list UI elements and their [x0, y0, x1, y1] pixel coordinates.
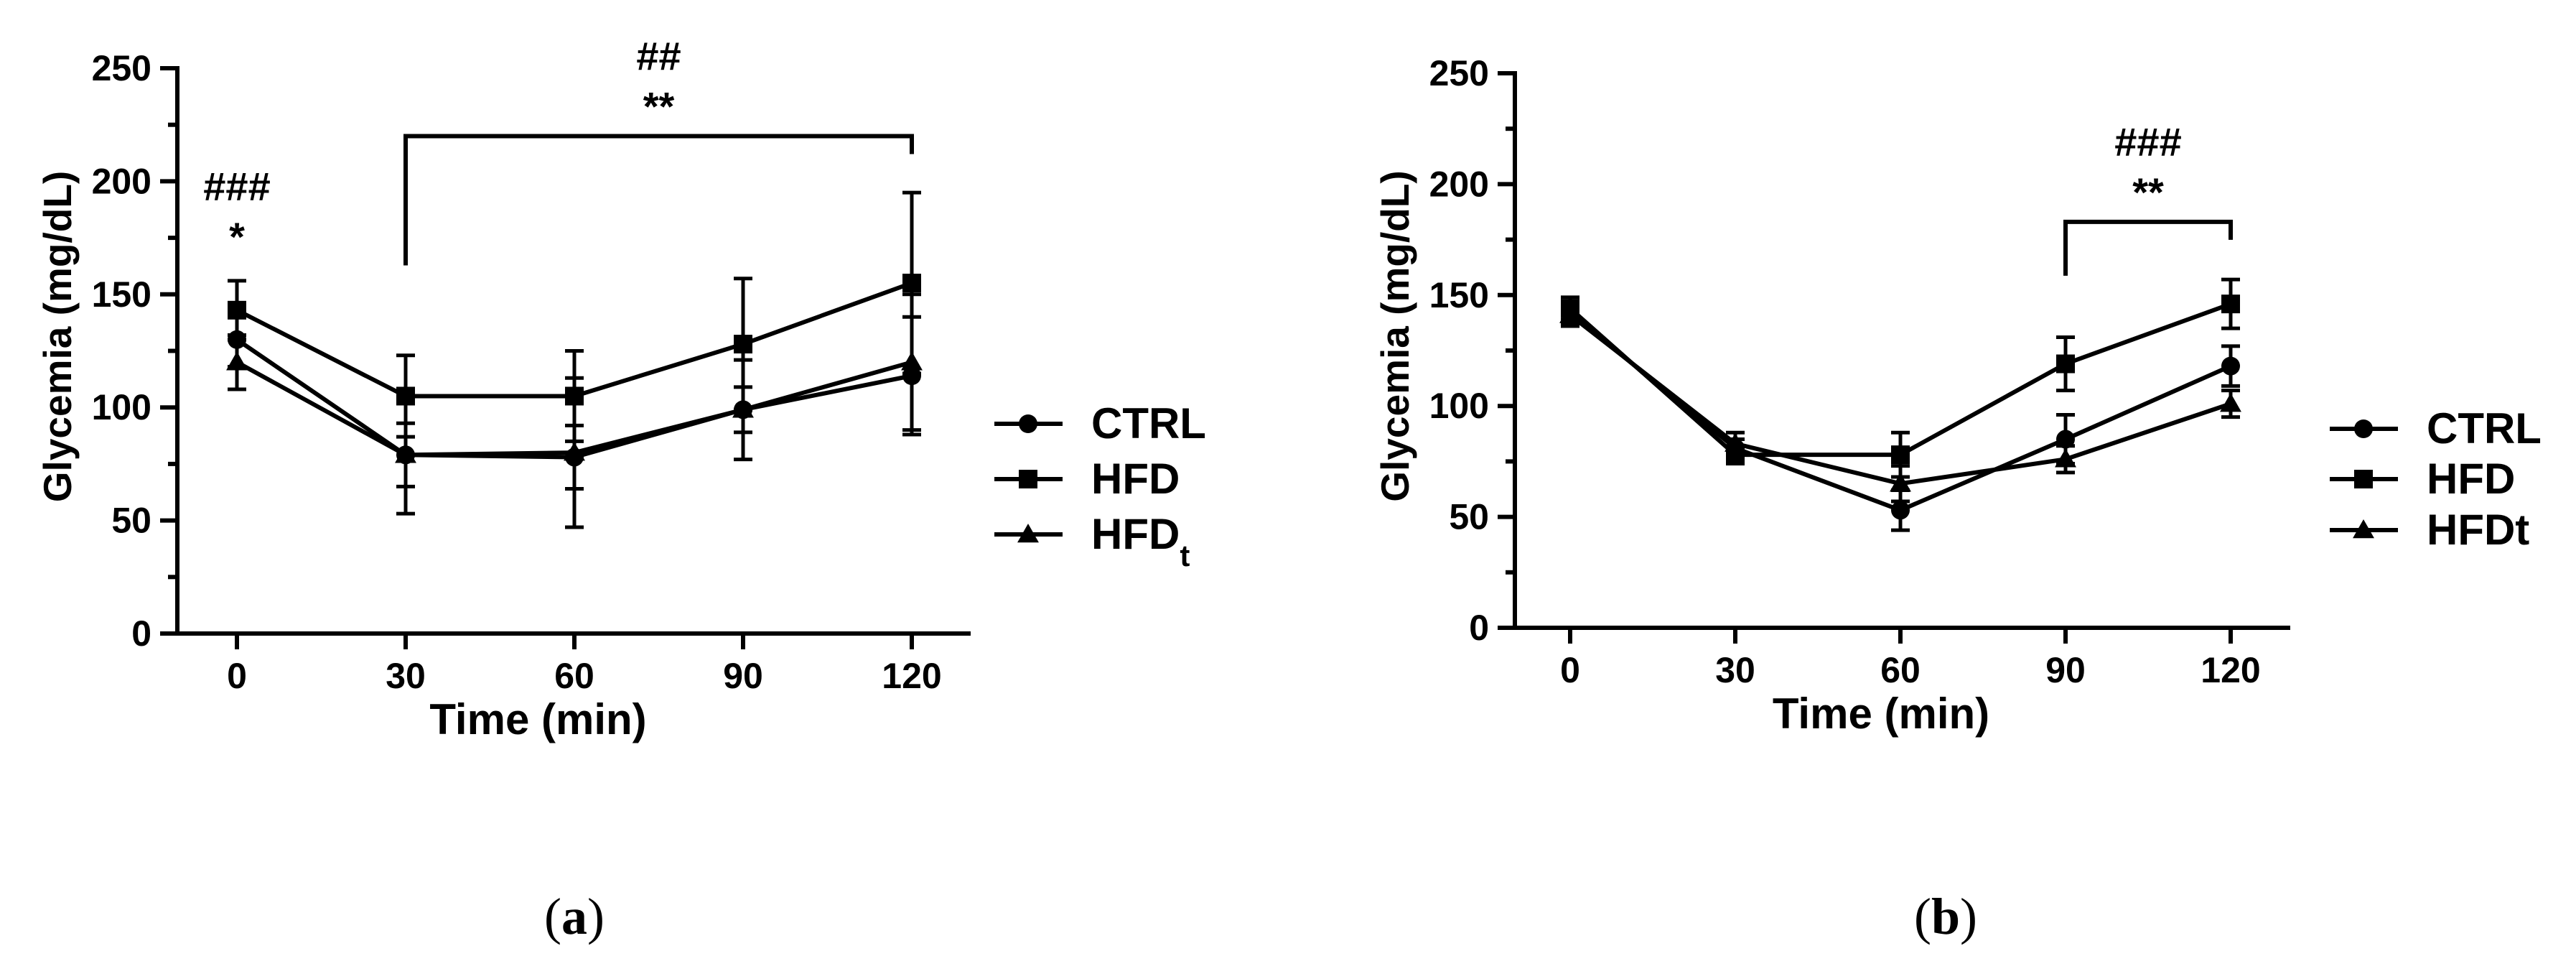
data-point-triangle	[564, 442, 585, 461]
y-tick-label: 200	[1429, 164, 1489, 204]
legend-label-ctrl: CTRL	[1091, 399, 1206, 447]
x-tick-label: 90	[2045, 650, 2086, 690]
data-point-square	[228, 300, 246, 320]
legend-label-hfdt: HFDt	[1091, 510, 1190, 572]
y-axis-label: Glycemia (mg/dL)	[35, 171, 80, 502]
x-axis-label: Time (min)	[1773, 690, 1989, 738]
data-point-triangle	[901, 351, 923, 371]
y-tick-label: 100	[1429, 386, 1489, 426]
chart-panel-a: 0 50 100 150 200 250 0 30 60 90 120 Time (min) Glyce…	[35, 33, 1206, 945]
data-point-triangle	[2220, 393, 2241, 412]
y-tick-label: 200	[92, 161, 151, 201]
legend-label-hfdt: HFDt	[2427, 506, 2529, 554]
significance-annotation: ### *	[203, 164, 270, 259]
series-hfdt	[226, 292, 923, 529]
y-tick-label: 50	[1449, 497, 1489, 537]
data-point-triangle	[1890, 473, 1911, 492]
y-tick-label: 100	[92, 387, 151, 427]
data-point-square	[2221, 294, 2240, 314]
x-tick-label: 60	[1880, 650, 1921, 690]
data-point-triangle	[226, 351, 248, 371]
series-hfd	[1561, 277, 2240, 479]
data-point-triangle	[1559, 304, 1581, 323]
significance-mark: ##	[636, 33, 681, 78]
x-tick-label: 30	[1715, 650, 1755, 690]
data-point-triangle	[2055, 448, 2076, 468]
data-point-square	[2056, 354, 2075, 374]
y-tick-label: 150	[1429, 275, 1489, 315]
data-point-triangle	[395, 444, 416, 463]
legend-label-hfd: HFD	[2427, 455, 2515, 503]
significance-mark: ###	[2114, 119, 2181, 164]
significance-mark: **	[643, 83, 675, 129]
significance-mark: **	[2132, 170, 2164, 215]
significance-mark: ###	[203, 164, 270, 209]
series-hfdt	[1559, 302, 2241, 504]
significance-bracket	[403, 134, 914, 266]
x-tick-label: 0	[1560, 650, 1580, 690]
data-point-triangle	[732, 399, 754, 418]
chart-panel-b: 0 50 100 150 200 250 0 30 60 90 120 Time (min) Glyce…	[1373, 53, 2542, 945]
x-tick-label: 90	[723, 656, 763, 696]
panel-caption: (b)	[1914, 888, 1977, 945]
legend-label-hfd: HFD	[1091, 455, 1180, 503]
y-tick-label: 250	[1429, 53, 1489, 93]
data-point-square	[734, 335, 752, 354]
x-axis-label: Time (min)	[429, 695, 646, 743]
legend-marker-circle	[2354, 419, 2373, 438]
data-point-square	[1891, 445, 1910, 465]
y-tick-label: 50	[111, 501, 151, 541]
significance-bracket	[2063, 219, 2233, 276]
legend-marker-triangle	[2353, 519, 2374, 539]
y-tick-label: 0	[1469, 608, 1489, 648]
data-point-circle	[2056, 430, 2075, 449]
significance-mark: *	[229, 214, 245, 259]
y-tick-label: 0	[131, 613, 151, 654]
legend-marker-circle	[1019, 414, 1037, 433]
panel-caption: (a)	[544, 888, 605, 945]
legend-marker-triangle	[1017, 524, 1039, 543]
significance-annotation: ## **	[403, 33, 914, 266]
x-tick-label: 120	[2201, 650, 2260, 690]
data-point-square	[902, 274, 921, 293]
significance-annotation: ### **	[2063, 119, 2233, 276]
data-point-triangle	[1725, 432, 1746, 452]
data-point-circle	[1891, 501, 1910, 520]
x-tick-label: 60	[554, 656, 594, 696]
y-tick-label: 250	[92, 48, 151, 88]
legend-marker-square	[1019, 470, 1037, 488]
x-tick-label: 0	[227, 656, 247, 696]
y-axis-label: Glycemia (mg/dL)	[1373, 170, 1417, 501]
x-tick-label: 120	[882, 656, 941, 696]
y-tick-label: 150	[92, 274, 151, 315]
legend-label-ctrl: CTRL	[2427, 404, 2542, 453]
data-point-circle	[2221, 356, 2240, 376]
legend-marker-square	[2354, 470, 2373, 488]
x-tick-label: 30	[386, 656, 426, 696]
